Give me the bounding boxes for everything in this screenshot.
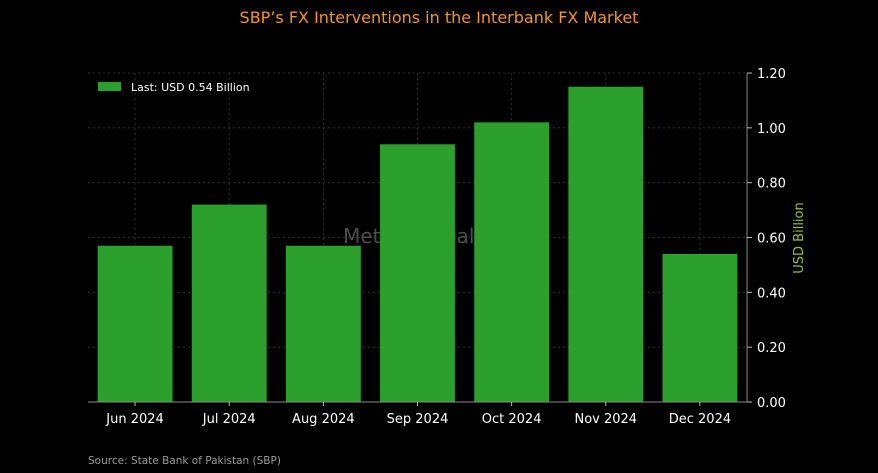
y-axis-label: USD Billion [792,202,807,273]
x-tick-label: Sep 2024 [387,412,449,427]
y-tick-label: 1.00 [757,122,786,137]
y-tick-label: 0.80 [757,177,786,192]
y-tick-label: 0.00 [757,396,786,411]
bar-nov-2024[interactable] [568,86,644,402]
x-axis-ticks: Jun 2024 Jul 2024 Aug 2024 Sep 2024 Oct 2024… [105,402,731,427]
x-tick-label: Oct 2024 [482,412,542,427]
y-tick-label: 0.60 [757,232,786,247]
y-tick-label: 0.20 [757,341,786,356]
legend-label: Last: USD 0.54 Billion [131,81,250,94]
bar-aug-2024[interactable] [285,245,361,402]
bars [97,86,738,403]
x-tick-label: Aug 2024 [292,412,355,427]
bar-jul-2024[interactable] [191,204,267,402]
x-tick-label: Jul 2024 [202,412,256,427]
chart-title: SBP’s FX Interventions in the Interbank … [240,8,639,27]
y-tick-label: 1.20 [757,67,786,82]
legend-swatch [98,82,121,91]
legend[interactable]: Last: USD 0.54 Billion [98,81,250,94]
x-tick-label: Jun 2024 [105,412,164,427]
bar-jun-2024[interactable] [97,245,173,402]
source-note: Source: State Bank of Pakistan (SBP) [88,455,281,467]
x-tick-label: Dec 2024 [669,412,731,427]
x-tick-label: Nov 2024 [574,412,637,427]
bar-oct-2024[interactable] [474,122,550,402]
y-axis-ticks: 0.00 0.20 0.40 0.60 0.80 1.00 1.20 [747,67,786,411]
y-tick-label: 0.40 [757,286,786,301]
bar-sep-2024[interactable] [380,144,455,403]
bar-dec-2024[interactable] [662,253,738,402]
